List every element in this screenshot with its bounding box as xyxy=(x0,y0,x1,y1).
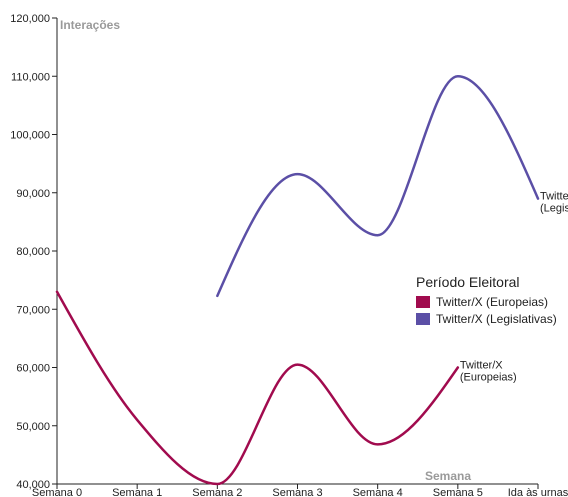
y-tick-label: 40,000 xyxy=(16,479,50,491)
y-tick-label: 90,000 xyxy=(16,188,50,200)
x-tick-label: Semana 3 xyxy=(272,487,322,497)
series-line-1 xyxy=(216,74,540,298)
axes: 40,000 50,000 60,000 70,000 80,000 90,000 100,… xyxy=(10,13,568,497)
y-tick-label: 50,000 xyxy=(16,421,50,433)
legend-items: Twitter/X (Europeias) Twitter/X (Legislat… xyxy=(416,295,557,326)
legend-label: Twitter/X (Legislativas) xyxy=(436,312,557,326)
end-labels: Twitter/X(Europeias)Twitter/X(Legislativ… xyxy=(460,191,568,384)
series-end-label-0: Twitter/X (Europeias) xyxy=(460,360,517,384)
x-axis-title: Semana xyxy=(425,469,471,483)
x-ticks: Semana 0 Semana 1 Semana 2 Semana 3 Semana 4… xyxy=(32,484,568,497)
y-tick-label: 110,000 xyxy=(11,71,50,83)
x-tick-label: Semana 0 xyxy=(32,487,82,497)
y-tick-label: 100,000 xyxy=(10,130,50,142)
legend-swatch xyxy=(416,313,430,325)
legend-swatch xyxy=(416,296,430,308)
series-end-label-line: (Europeias) xyxy=(460,372,517,384)
y-axis-title: Interações xyxy=(60,18,120,32)
legend-label: Twitter/X (Europeias) xyxy=(436,295,548,309)
legend-title: Período Eleitoral xyxy=(416,274,520,290)
series-lines xyxy=(55,74,540,486)
series-end-label-line: Twitter/X xyxy=(540,191,568,203)
x-tick-label: Semana 1 xyxy=(112,487,162,497)
legend: Período Eleitoral Twitter/X (Europeias)T… xyxy=(416,274,557,326)
x-tick-label: Semana 4 xyxy=(353,487,403,497)
y-tick-label: 60,000 xyxy=(16,363,50,375)
x-tick-label: Semana 5 xyxy=(433,487,483,497)
y-tick-label: 80,000 xyxy=(16,246,50,258)
y-tick-label: 120,000 xyxy=(10,13,50,25)
y-tick-label: 70,000 xyxy=(16,304,50,316)
series-line-0 xyxy=(55,290,460,486)
x-tick-label: Ida às urnas xyxy=(508,487,568,497)
x-tick-label: Semana 2 xyxy=(192,487,242,497)
y-ticks: 40,000 50,000 60,000 70,000 80,000 90,000 100,… xyxy=(10,13,57,491)
series-end-label-line: (Legislativas) xyxy=(540,203,568,215)
series-end-label-1: Twitter/X(Legislativas) xyxy=(540,191,568,215)
series-end-label-line: Twitter/X xyxy=(460,360,503,372)
